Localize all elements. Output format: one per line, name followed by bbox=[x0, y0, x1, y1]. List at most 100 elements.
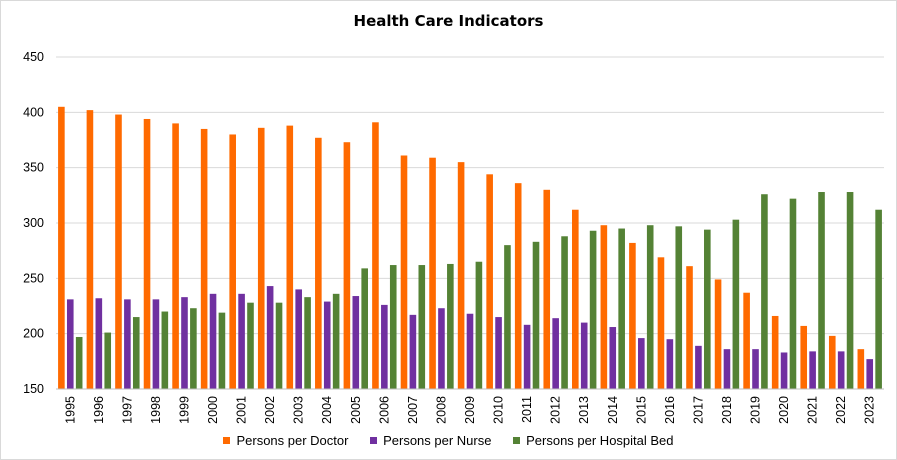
bar-persons-per-doctor-2019 bbox=[743, 292, 750, 389]
bar-persons-per-nurse-2001 bbox=[238, 293, 245, 389]
bar-persons-per-hospital-bed-2020 bbox=[789, 198, 797, 389]
bar-persons-per-nurse-2012 bbox=[552, 318, 559, 389]
x-tick-label: 2007 bbox=[406, 396, 420, 424]
bar-persons-per-nurse-2019 bbox=[752, 349, 759, 389]
bar-persons-per-nurse-2022 bbox=[837, 351, 845, 389]
bar-persons-per-doctor-2021 bbox=[800, 325, 808, 389]
bar-persons-per-nurse-2009 bbox=[466, 313, 474, 389]
bar-persons-per-nurse-2005 bbox=[352, 296, 360, 389]
bar-persons-per-nurse-1995 bbox=[66, 299, 74, 389]
x-tick-label: 1997 bbox=[120, 396, 134, 424]
bar-persons-per-doctor-2005 bbox=[343, 142, 351, 389]
x-tick-label: 2003 bbox=[292, 396, 306, 424]
bar-persons-per-hospital-bed-2022 bbox=[846, 192, 854, 389]
bar-persons-per-hospital-bed-2008 bbox=[447, 263, 454, 389]
bar-persons-per-hospital-bed-2013 bbox=[589, 230, 597, 389]
bar-persons-per-hospital-bed-2006 bbox=[389, 265, 397, 389]
x-tick-label: 2004 bbox=[320, 396, 334, 424]
legend-label-doctor: Persons per Doctor bbox=[236, 433, 349, 448]
bar-persons-per-nurse-1998 bbox=[152, 299, 160, 389]
legend-label-nurse: Persons per Nurse bbox=[383, 433, 492, 448]
bar-persons-per-doctor-1998 bbox=[143, 118, 151, 390]
bar-persons-per-doctor-2002 bbox=[257, 127, 265, 390]
x-tick-label: 2012 bbox=[549, 396, 563, 424]
legend-item-nurse: Persons per Nurse bbox=[370, 433, 491, 448]
x-tick-label: 2017 bbox=[691, 396, 705, 424]
bar-persons-per-doctor-2008 bbox=[429, 157, 436, 389]
bar-persons-per-nurse-2013 bbox=[580, 322, 588, 389]
bar-persons-per-hospital-bed-2007 bbox=[418, 265, 426, 389]
legend-label-hospital-bed: Persons per Hospital Bed bbox=[526, 433, 674, 448]
bar-persons-per-hospital-bed-2001 bbox=[247, 302, 254, 389]
x-tick-label: 2011 bbox=[520, 396, 534, 423]
bar-persons-per-doctor-2011 bbox=[514, 183, 522, 389]
x-tick-label: 2013 bbox=[577, 396, 591, 424]
bar-persons-per-hospital-bed-2005 bbox=[361, 268, 368, 389]
legend-swatch-doctor bbox=[223, 437, 231, 445]
bar-persons-per-doctor-2023 bbox=[857, 349, 865, 389]
x-tick-label: 2006 bbox=[377, 396, 391, 424]
bar-persons-per-hospital-bed-2017 bbox=[704, 229, 711, 389]
bar-persons-per-nurse-2010 bbox=[495, 317, 502, 389]
bar-persons-per-nurse-2014 bbox=[609, 327, 617, 389]
y-tick-label: 400 bbox=[23, 105, 44, 119]
x-tick-label: 2002 bbox=[263, 396, 277, 424]
y-tick-label: 450 bbox=[23, 50, 44, 64]
y-tick-label: 200 bbox=[23, 327, 44, 341]
x-tick-label: 2015 bbox=[634, 396, 648, 424]
x-tick-label: 2000 bbox=[206, 396, 220, 424]
bar-persons-per-doctor-2004 bbox=[315, 137, 322, 389]
bar-persons-per-hospital-bed-2009 bbox=[475, 261, 483, 389]
bar-persons-per-hospital-bed-1999 bbox=[190, 308, 197, 389]
bar-persons-per-hospital-bed-2016 bbox=[675, 226, 683, 389]
x-tick-label: 2001 bbox=[235, 396, 249, 424]
bar-persons-per-nurse-2011 bbox=[523, 324, 531, 389]
bar-persons-per-nurse-2007 bbox=[409, 314, 417, 389]
bar-persons-per-hospital-bed-1995 bbox=[75, 336, 83, 389]
x-tick-label: 1998 bbox=[149, 396, 163, 424]
bar-persons-per-doctor-2003 bbox=[286, 125, 294, 389]
bar-persons-per-nurse-2021 bbox=[809, 351, 816, 389]
x-tick-label: 2018 bbox=[720, 396, 734, 424]
bar-persons-per-doctor-2000 bbox=[200, 128, 208, 389]
bar-persons-per-nurse-2016 bbox=[666, 339, 674, 389]
bar-persons-per-nurse-2015 bbox=[638, 338, 645, 389]
bar-persons-per-nurse-2000 bbox=[209, 293, 217, 389]
y-tick-label: 350 bbox=[23, 161, 44, 175]
x-tick-label: 2023 bbox=[863, 396, 877, 424]
bar-persons-per-nurse-2017 bbox=[695, 345, 702, 389]
bar-persons-per-hospital-bed-1998 bbox=[161, 311, 169, 389]
x-tick-label: 2009 bbox=[463, 396, 477, 424]
bar-persons-per-doctor-2016 bbox=[657, 257, 665, 389]
y-tick-label: 250 bbox=[23, 271, 44, 285]
bar-persons-per-doctor-2018 bbox=[714, 279, 722, 389]
bar-persons-per-hospital-bed-2018 bbox=[732, 219, 740, 389]
legend: Persons per Doctor Persons per Nurse Per… bbox=[0, 433, 897, 448]
bar-persons-per-doctor-2007 bbox=[400, 155, 408, 389]
bar-persons-per-doctor-2001 bbox=[229, 134, 236, 389]
bar-persons-per-doctor-1997 bbox=[115, 114, 122, 390]
x-tick-label: 2010 bbox=[492, 396, 506, 424]
x-tick-label: 1999 bbox=[177, 396, 191, 424]
bar-persons-per-doctor-2012 bbox=[543, 189, 551, 389]
bar-persons-per-nurse-2008 bbox=[438, 308, 445, 389]
bar-persons-per-doctor-2010 bbox=[486, 174, 493, 389]
bar-persons-per-doctor-1996 bbox=[86, 110, 94, 390]
bar-persons-per-hospital-bed-2021 bbox=[818, 192, 825, 389]
x-tick-label: 2008 bbox=[434, 396, 448, 424]
bar-persons-per-doctor-1995 bbox=[58, 106, 65, 390]
bar-persons-per-nurse-2020 bbox=[780, 352, 788, 389]
x-tick-label: 2022 bbox=[834, 396, 848, 424]
bar-persons-per-nurse-2018 bbox=[723, 349, 731, 389]
bar-persons-per-hospital-bed-2000 bbox=[218, 312, 226, 389]
bar-persons-per-hospital-bed-2011 bbox=[532, 241, 540, 389]
y-tick-label: 150 bbox=[23, 382, 44, 396]
x-tick-label: 1996 bbox=[92, 396, 106, 424]
bar-persons-per-doctor-2022 bbox=[828, 335, 836, 389]
x-tick-label: 2005 bbox=[349, 396, 363, 424]
bar-persons-per-hospital-bed-2015 bbox=[646, 225, 654, 389]
bar-persons-per-nurse-2003 bbox=[295, 289, 302, 389]
bar-persons-per-doctor-2015 bbox=[629, 242, 636, 389]
bar-persons-per-nurse-2004 bbox=[323, 301, 331, 389]
